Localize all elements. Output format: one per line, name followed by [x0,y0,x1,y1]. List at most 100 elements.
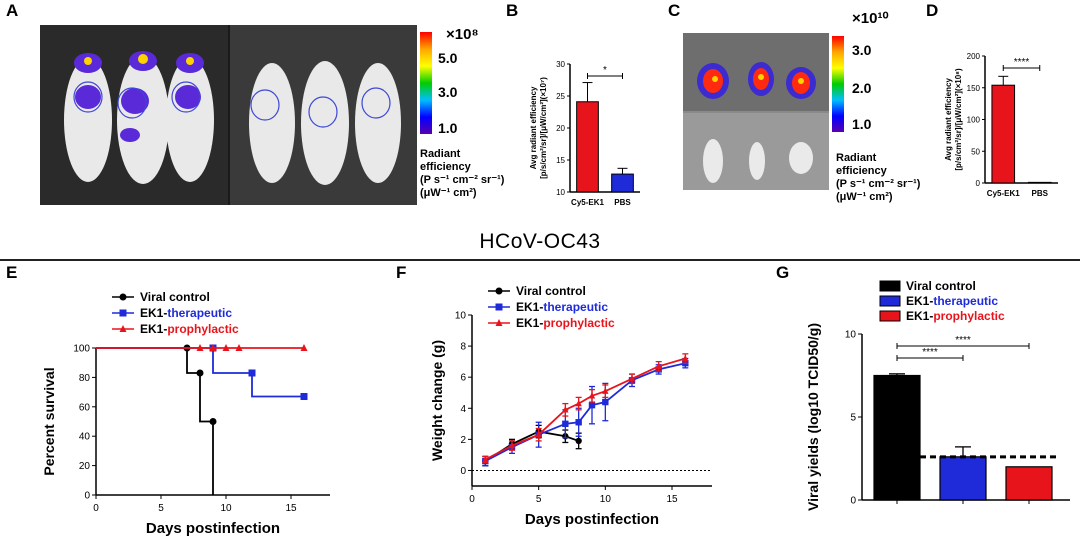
colorbar-a-legend-line2: efficiency [420,161,471,173]
colorbar-a-tick-2: 3.0 [438,84,458,100]
chart-D-bar [991,84,1016,184]
chart-E-ylabel: Percent survival [41,367,57,475]
chart-F-ytick-label: 6 [460,373,466,384]
panel-label-f: F [396,263,407,282]
chart-G-ytick-label: 10 [845,330,857,341]
panel-label-c: C [668,1,681,20]
chart-F-data-marker [562,420,569,428]
chart-D-significance-label: **** [1014,57,1030,68]
chart-E-data-marker [248,369,256,377]
chart-F-legend-marker [495,319,503,326]
chart-F-xtick-label: 15 [666,494,678,505]
chart-F-ytick-label: 8 [460,342,466,353]
colorbar-a-legend: Radiant efficiency (P s⁻¹ cm⁻² sr⁻¹) (μW… [420,148,504,200]
chart-F-ytick-label: 2 [460,435,466,446]
panel-label-d: D [926,1,939,20]
chart-E-legend-marker [119,293,127,301]
colorbar-a-tick-3: 1.0 [438,120,458,136]
chart-D-ytick-label: 150 [967,84,981,93]
chart-E-ytick-label: 80 [79,373,91,384]
chart-F-legend-label: EK1-therapeutic [516,300,608,314]
chart-G-legend-label: Viral control [906,279,976,293]
chart-E-ytick-label: 20 [79,461,91,472]
chart-F-ylabel: Weight change (g) [429,340,445,461]
chart-E-series-line-0 [96,347,214,495]
chart-E-xtick-label: 5 [158,503,164,514]
chart-E-ytick-label: 40 [79,432,91,443]
chart-E-xtick-label: 10 [220,503,232,514]
chart-G-significance-label: **** [922,347,938,358]
chart-B-ytick-label: 15 [556,156,565,165]
chart-E-data-marker [300,393,308,401]
colorbar-a-exponent: ×10⁸ [446,26,479,43]
chart-E-legend-label: EK1-therapeutic [140,306,232,320]
chart-F-data-marker [482,455,489,463]
chart-F-data-marker [588,392,596,399]
chart-E-xlabel: Days postinfection [146,520,280,537]
chart-B-category-label: PBS [614,198,631,207]
colorbar-c-exponent: ×10¹⁰ [852,10,889,27]
chart-E-censor-marker [196,344,204,351]
chart-E-legend-marker [119,325,127,332]
section-title: HCoV-OC43 [479,230,601,253]
colorbar-c-legend-line2: efficiency [836,165,887,177]
chart-F-data-marker [628,375,636,382]
chart-F-data-marker [535,431,542,438]
chart-D-ytick-label: 200 [967,52,981,61]
chart-E-xtick-label: 15 [285,503,297,514]
chart-E-ytick-label: 100 [73,344,90,355]
colorbar-a-legend-line4: (μW⁻¹ cm²) [420,187,477,199]
chart-B-ylabel-line2: [p/s/cm²/sr]/[μW/cm²](×10⁷) [539,77,548,179]
chart-G-legend-label: EK1-therapeutic [906,294,998,308]
chart-F-data-marker [562,406,569,413]
chart-D-ytick-label: 0 [976,179,981,188]
chart-B-ytick-label: 10 [556,188,565,197]
colorbar-c-legend-line4: (μW⁻¹ cm²) [836,191,893,203]
chart-E-legend-label: Viral control [140,290,210,304]
chart-B-ytick-label: 25 [556,92,565,101]
chart-F-data-marker [682,354,689,362]
chart-D-bar [1027,181,1052,184]
chart-F-data-marker [655,362,662,369]
chart-D-ytick-label: 50 [971,147,980,156]
colorbar-a-tick-1: 5.0 [438,50,458,66]
chart-G-significance-label: **** [955,335,971,346]
chart-G-bar [939,456,987,501]
chart-G-ytick-label: 0 [850,496,856,507]
chart-G-ylabel: Viral yields (log10 TCID50/g) [805,323,821,511]
chart-E-censor-marker [209,344,217,351]
chart-F-legend-label: Viral control [516,284,586,298]
chart-E-censor-marker [300,344,308,351]
chart-E-xtick-label: 0 [93,503,99,514]
chart-F-data-marker [588,401,596,409]
chart-G-legend-label: EK1-prophylactic [906,309,1005,323]
chart-E-ytick-label: 60 [79,402,91,413]
chart-G-bar [873,374,921,501]
chart-G-legend-swatch [879,280,901,292]
chart-B-ytick-label: 30 [556,60,565,69]
chart-E-legend-label: EK1-prophylactic [140,322,239,336]
chart-E-ytick-label: 0 [84,491,90,502]
chart-B-significance-label: * [603,65,607,76]
chart-F-ytick-label: 0 [460,466,466,477]
chart-B-ytick-label: 20 [556,124,565,133]
chart-E-censor-marker [235,344,243,351]
colorbar-c-legend: Radiant efficiency (P s⁻¹ cm⁻² sr⁻¹) (μW… [836,152,920,204]
panel-label-a: A [6,1,19,20]
chart-G-legend-swatch [879,295,901,307]
chart-F-legend-label: EK1-prophylactic [516,316,615,330]
chart-F-data-marker [575,399,582,407]
mice-imaging-photo [40,25,417,205]
colorbar-a-legend-line1: Radiant [420,148,461,160]
chart-F-xtick-label: 5 [536,494,542,505]
panel-label-b: B [506,1,519,20]
chart-D-ylabel-line1: Avg radiant efficiency [944,78,953,161]
panel-label-e: E [6,263,18,282]
chart-F-xtick-label: 0 [469,494,475,505]
chart-F-xlabel: Days postinfection [525,511,659,528]
chart-D-category-label: PBS [1032,189,1049,198]
chart-B-bar [611,173,634,193]
chart-G-ytick-label: 5 [850,413,856,424]
chart-F-ytick-label: 4 [460,404,466,415]
